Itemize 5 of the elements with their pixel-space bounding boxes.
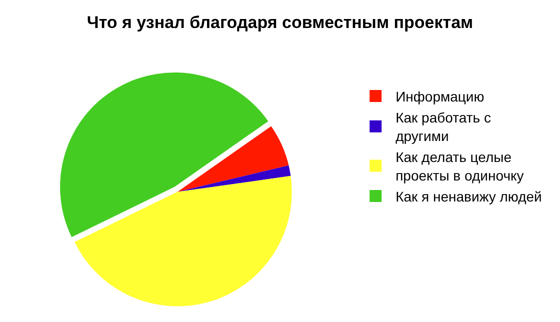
legend-label: Информацию [396,88,484,105]
legend-label: Как работать с другими [396,110,491,144]
chart-title: Что я узнал благодаря совместным проектам [86,13,474,32]
legend-label: Как делать целые проекты в одиночку [396,149,524,184]
legend-label: Как я ненавижу людей [396,188,542,205]
